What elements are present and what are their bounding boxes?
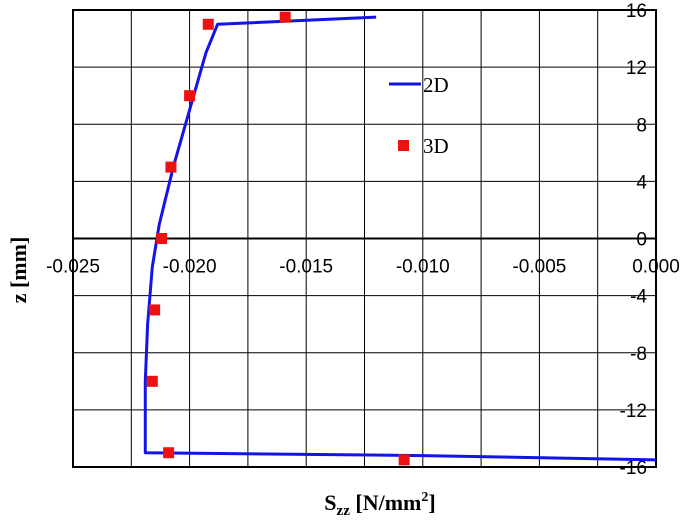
x-axis-title-symbol: S	[324, 490, 336, 515]
x-axis-title-units: [N/mm	[350, 490, 421, 515]
x-tick-label: -0.025	[46, 257, 100, 278]
y-tick-label: 0	[636, 230, 647, 251]
x-tick-label: -0.020	[163, 257, 217, 278]
y-tick-label: -8	[630, 344, 647, 365]
series-3d	[146, 11, 410, 466]
series-3d-point	[279, 11, 291, 23]
series-2d-line	[143, 15, 657, 462]
legend-marker-3d	[398, 140, 409, 151]
series-3d-point	[146, 375, 158, 387]
x-axis-title-subscript: zz	[337, 503, 351, 519]
x-axis-ticks: -0.025 -0.020 -0.015 -0.010 -0.005 0.000	[46, 257, 680, 278]
series-3d-point	[398, 454, 410, 466]
series-3d-point	[184, 90, 196, 102]
legend-label-2d: 2D	[423, 73, 449, 97]
series-2d	[143, 15, 657, 462]
x-axis-title-superscript: 2	[421, 490, 428, 505]
x-axis-title: Szz [N/mm2]	[324, 490, 435, 519]
y-tick-label: -4	[630, 287, 647, 308]
series-3d-point	[163, 447, 175, 459]
series-3d-point	[156, 233, 168, 244]
x-tick-label: -0.015	[279, 257, 333, 278]
x-tick-label: -0.010	[396, 257, 450, 278]
series-3d-point	[202, 18, 214, 30]
series-3d-point	[149, 304, 161, 316]
x-tick-label: -0.005	[512, 257, 566, 278]
legend-label-3d: 3D	[423, 134, 449, 158]
y-tick-label: 4	[636, 172, 647, 193]
y-axis-ticks: -16 -12 -8 -4 0 4 8 12 16	[620, 1, 648, 479]
legend: 2D 3D	[389, 73, 449, 158]
y-axis-title: z [mm]	[6, 237, 31, 304]
series-3d-point	[165, 161, 177, 173]
x-axis-title-close: ]	[428, 490, 435, 515]
y-tick-label: -16	[620, 458, 647, 479]
y-tick-label: 8	[636, 115, 647, 136]
y-tick-label: -12	[620, 401, 647, 422]
x-tick-label: 0.000	[632, 257, 680, 278]
y-tick-label: 12	[626, 58, 647, 79]
y-tick-label: 16	[626, 1, 647, 22]
